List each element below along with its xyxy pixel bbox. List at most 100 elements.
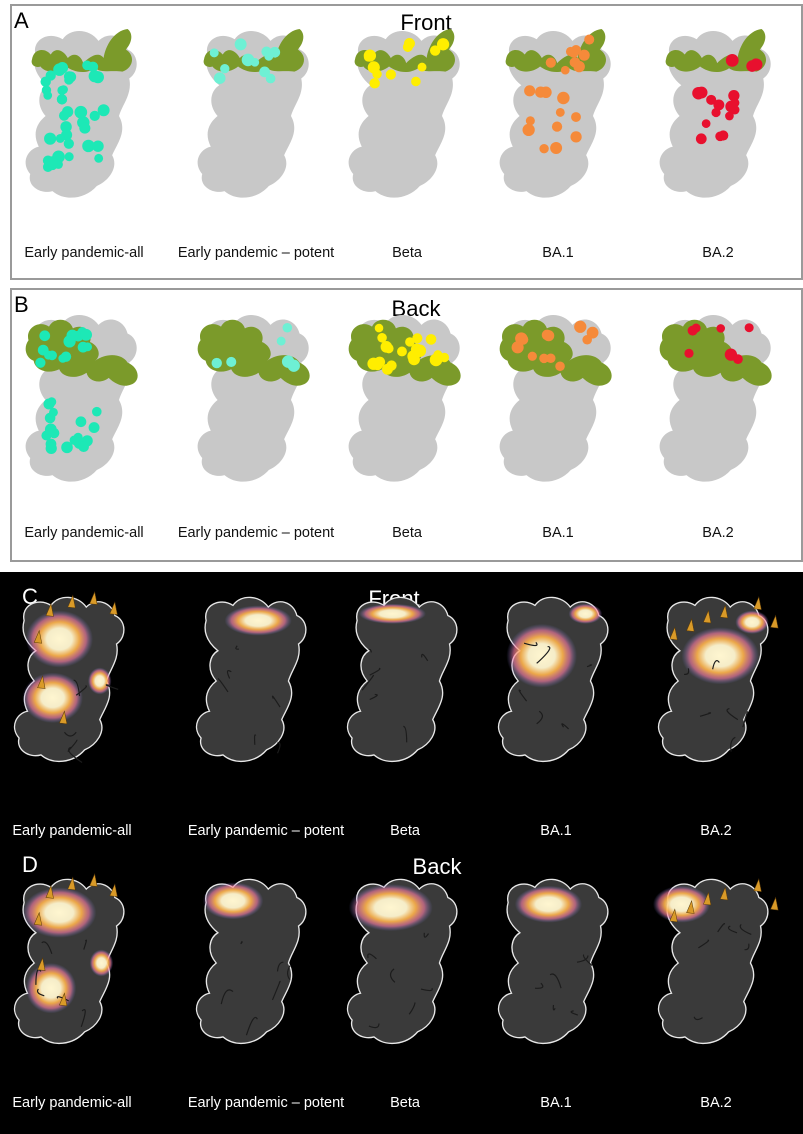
- protein-surface: [499, 28, 611, 198]
- surface-contour: [712, 660, 720, 670]
- antibody-contact-dot: [37, 344, 49, 356]
- surface-contour: [276, 741, 281, 754]
- antibody-contact-dot: [570, 131, 582, 143]
- glycan-spike: [37, 957, 46, 971]
- surface-contour: [403, 725, 408, 743]
- antibody-contact-dot: [56, 61, 69, 74]
- antibody-contact-dot: [557, 91, 570, 105]
- structure-label: Early pandemic-all: [12, 823, 132, 839]
- antibody-contact-dot: [701, 119, 711, 128]
- antibody-contact-dot: [571, 112, 581, 122]
- binding-heat-region: [506, 623, 577, 688]
- antibody-contact-dot: [535, 86, 547, 98]
- surface-contour: [36, 988, 45, 997]
- glycan-spike: [45, 884, 54, 899]
- antibody-contact-dot: [45, 442, 57, 455]
- structure-label: Beta: [392, 525, 422, 541]
- protein-surface: [195, 596, 307, 762]
- antibody-contact-dot: [404, 38, 415, 49]
- antibody-contact-dot: [363, 52, 373, 62]
- antibody-contact-dot: [584, 34, 595, 45]
- structure-label: Beta: [390, 823, 420, 839]
- antibody-contact-dot: [35, 357, 46, 368]
- antibody-contact-dot: [55, 134, 65, 143]
- antibody-contact-dot: [725, 53, 739, 67]
- antibody-contact-dot: [264, 51, 274, 61]
- antibody-contact-dot: [429, 353, 443, 367]
- protein-surface: [659, 315, 772, 482]
- surface-contour: [361, 674, 375, 691]
- antibody-contact-dot: [525, 116, 535, 126]
- antibody-contact-dot: [97, 104, 110, 117]
- glycan-spike: [37, 675, 46, 689]
- antibody-contact-dot: [211, 357, 222, 369]
- antibody-contact-dot: [276, 336, 286, 346]
- antibody-contact-dot: [44, 132, 57, 145]
- surface-contour: [226, 670, 232, 679]
- surface-contour: [586, 664, 593, 668]
- antibody-contact-dot: [684, 348, 694, 358]
- structure-label: Early pandemic – potent: [177, 245, 335, 261]
- surface-contour: [523, 641, 538, 647]
- glycan-spike: [33, 629, 43, 644]
- antibody-contact-dot: [733, 354, 743, 364]
- antibody-contact-dot: [64, 75, 74, 85]
- surface-contour: [220, 989, 234, 1005]
- glycan-spike: [33, 911, 43, 926]
- glycan-spike: [753, 596, 762, 610]
- surface-contour: [389, 968, 396, 983]
- dark-surface: [195, 596, 307, 762]
- antibody-contact-dot: [56, 94, 68, 105]
- antibody-contact-dot: [209, 48, 219, 58]
- glycan-spike: [67, 594, 76, 609]
- antibody-contact-dot: [281, 355, 295, 368]
- binding-heat-region: [22, 672, 83, 723]
- antibody-contact-dot: [407, 350, 420, 363]
- surface-contour: [699, 712, 712, 717]
- antibody-contact-dot: [555, 107, 565, 117]
- antibody-contact-dot: [220, 64, 230, 74]
- glycan-spike: [109, 601, 118, 615]
- surface-contour: [561, 723, 569, 730]
- glycan-spike: [67, 876, 76, 891]
- antibody-contact-dot: [89, 110, 100, 122]
- antibody-contact-dot: [385, 69, 396, 80]
- surface-contour: [271, 695, 281, 708]
- binding-heat-region: [514, 885, 583, 923]
- protein-surface: [497, 878, 609, 1044]
- antibody-contact-dot: [511, 341, 524, 354]
- antibody-contact-dot: [578, 49, 590, 61]
- green-epitope: [197, 319, 310, 386]
- panel-letter: B: [14, 292, 29, 317]
- green-epitope: [354, 28, 455, 73]
- dark-surface: [195, 878, 307, 1044]
- glycan-spike: [719, 604, 729, 619]
- antibody-contact-dot: [94, 153, 104, 163]
- panel-a-front: A Front Early pandemic-all Early pandemic…: [10, 4, 803, 280]
- glycan-spike: [686, 617, 695, 632]
- surface-contour: [68, 746, 83, 763]
- protein-surface: [346, 596, 458, 762]
- surface-contour: [368, 1023, 380, 1029]
- surface-contour: [276, 961, 284, 972]
- antibody-contact-dot: [226, 356, 237, 367]
- antibody-contact-dot: [64, 152, 74, 162]
- protein-surface: [197, 28, 309, 198]
- protein-surface: [348, 315, 461, 482]
- antibody-contact-dot: [725, 100, 738, 113]
- surface-contour: [105, 684, 119, 690]
- protein-surface: [195, 878, 307, 1044]
- antibody-contact-dot: [574, 320, 587, 333]
- protein-surface: [497, 596, 609, 762]
- green-epitope: [25, 319, 138, 386]
- protein-surface: [346, 878, 458, 1044]
- surface-contour: [726, 708, 739, 721]
- structure-label: BA.1: [540, 823, 572, 839]
- antibody-contact-dot: [74, 105, 88, 119]
- antibody-contact-dot: [46, 156, 58, 168]
- antibody-contact-dot: [411, 76, 421, 87]
- antibody-contact-dot: [40, 76, 51, 87]
- structure-label: Early pandemic-all: [24, 525, 144, 541]
- antibody-contact-dot: [49, 407, 58, 417]
- antibody-contact-dot: [88, 70, 101, 83]
